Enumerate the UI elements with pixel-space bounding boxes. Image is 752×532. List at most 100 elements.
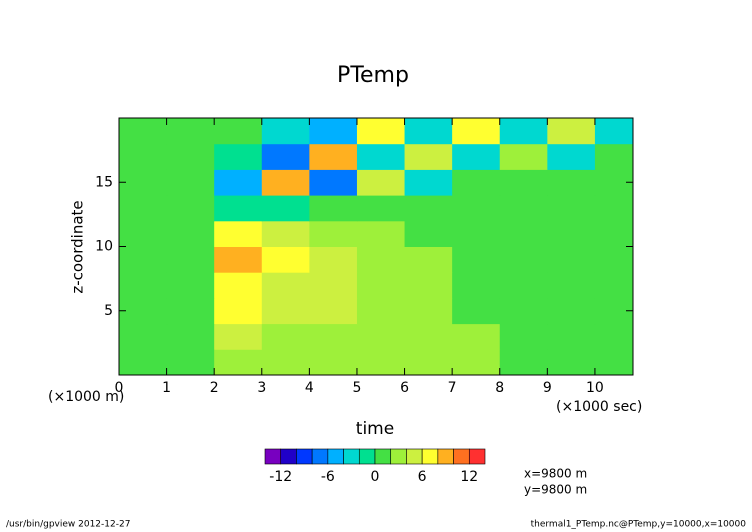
- heatmap-cell: [499, 143, 548, 170]
- heatmap-cell: [166, 220, 215, 247]
- heatmap-cell: [309, 220, 358, 247]
- heatmap-cell: [452, 195, 501, 222]
- x-tick-label: 1: [162, 380, 171, 396]
- heatmap-cell: [119, 143, 168, 170]
- footer-left: /usr/bin/gpview 2012-12-27: [6, 520, 130, 530]
- heatmap-cell: [594, 323, 634, 350]
- y-axis-label: z-coordinate: [69, 200, 87, 293]
- heatmap-cell: [404, 143, 453, 170]
- x-tick-label: 10: [586, 380, 604, 396]
- heatmap-cell: [594, 195, 634, 222]
- colorbar-box: [390, 448, 407, 465]
- chart-title: PTemp: [337, 63, 409, 88]
- heatmap-cell: [261, 195, 310, 222]
- heatmap-cell: [309, 195, 358, 222]
- heatmap-cell: [166, 297, 215, 325]
- heatmap-cell: [404, 349, 453, 376]
- footer-right: thermal1_PTemp.nc@PTemp,y=10000,x=10000: [531, 520, 747, 530]
- heatmap-cell: [119, 118, 168, 145]
- heatmap-cell: [547, 349, 596, 376]
- colorbar-box: [437, 448, 454, 465]
- colorbar-box: [343, 448, 360, 465]
- heatmap-cell: [119, 323, 168, 350]
- x-tick-label: 0: [115, 380, 124, 396]
- heatmap-cell: [452, 323, 501, 350]
- colorbar-tick-label: -12: [269, 469, 292, 485]
- colorbar-box: [264, 448, 282, 465]
- heatmap-cell: [214, 143, 263, 170]
- heatmap-cell: [356, 297, 406, 325]
- heatmap-cell: [404, 118, 453, 145]
- heatmap-cell: [452, 297, 501, 325]
- heatmap-cell: [214, 349, 263, 376]
- heatmap-cell: [261, 220, 310, 247]
- heatmap-cell: [309, 246, 358, 273]
- heatmap-cell: [119, 195, 168, 222]
- heatmap-cell: [594, 246, 634, 273]
- heatmap-cell: [404, 220, 453, 247]
- colorbar-box: [296, 448, 313, 465]
- heatmap-cell: [547, 246, 596, 273]
- heatmap-cell: [499, 220, 548, 247]
- heatmap-cell: [214, 297, 263, 325]
- heatmap-cell: [499, 323, 548, 350]
- heatmap-cell: [594, 349, 634, 376]
- heatmap-cell: [356, 195, 406, 222]
- heatmap-cell: [499, 169, 548, 196]
- y-tick-label: 15: [95, 174, 113, 190]
- x-tick-label: 5: [353, 380, 362, 396]
- heatmap-cell: [166, 169, 215, 196]
- heatmap-cell: [214, 118, 263, 145]
- heatmap-cell: [119, 169, 168, 196]
- heatmap-cell: [261, 118, 310, 145]
- heatmap-cell: [119, 220, 168, 247]
- colorbar-box: [311, 448, 329, 465]
- heatmap-cell: [404, 169, 453, 196]
- x-tick-label: 9: [543, 380, 552, 396]
- heatmap-cell: [547, 272, 596, 299]
- colorbar-box: [280, 448, 297, 465]
- heatmap-cell: [356, 323, 406, 350]
- heatmap-cell: [452, 272, 501, 299]
- heatmap-cell: [309, 169, 358, 196]
- heatmap-cell: [356, 169, 406, 196]
- heatmap-cell: [119, 272, 168, 299]
- heatmap-cell: [309, 349, 358, 376]
- heatmap-cell: [547, 143, 596, 170]
- heatmap-cell: [404, 323, 453, 350]
- colorbar-box: [421, 448, 439, 465]
- heatmap-cell: [214, 195, 263, 222]
- heatmap-cell: [594, 143, 634, 170]
- colorbar-box: [468, 448, 486, 465]
- heatmap-cell: [261, 349, 310, 376]
- heatmap-cell: [166, 246, 215, 273]
- colorbar-tick-label: 0: [371, 469, 380, 485]
- heatmap-cell: [452, 220, 501, 247]
- heatmap-cell: [309, 272, 358, 299]
- x-unit-note: (×1000 sec): [556, 399, 642, 415]
- heatmap-cell: [404, 195, 453, 222]
- heatmap-cell: [214, 169, 263, 196]
- heatmap-cell: [356, 246, 406, 273]
- heatmap-cell: [166, 195, 215, 222]
- x-tick-label: 6: [400, 380, 409, 396]
- heatmap-cell: [261, 323, 310, 350]
- heatmap-cell: [261, 169, 310, 196]
- heatmap-cell: [119, 297, 168, 325]
- heatmap-cell: [119, 246, 168, 273]
- heatmap-cell: [452, 349, 501, 376]
- heatmap-cell: [547, 297, 596, 325]
- heatmap-cell: [214, 272, 263, 299]
- heatmap-cell: [309, 323, 358, 350]
- heatmap-cell: [356, 349, 406, 376]
- heatmap-cell: [119, 349, 168, 376]
- heatmap-cell: [547, 323, 596, 350]
- colorbar-box: [453, 448, 470, 465]
- heatmap-cell: [166, 118, 215, 145]
- x-tick-label: 3: [257, 380, 266, 396]
- x-tick-label: 4: [305, 380, 314, 396]
- annotation: y=9800 m: [524, 483, 587, 497]
- heatmap-cell: [261, 272, 310, 299]
